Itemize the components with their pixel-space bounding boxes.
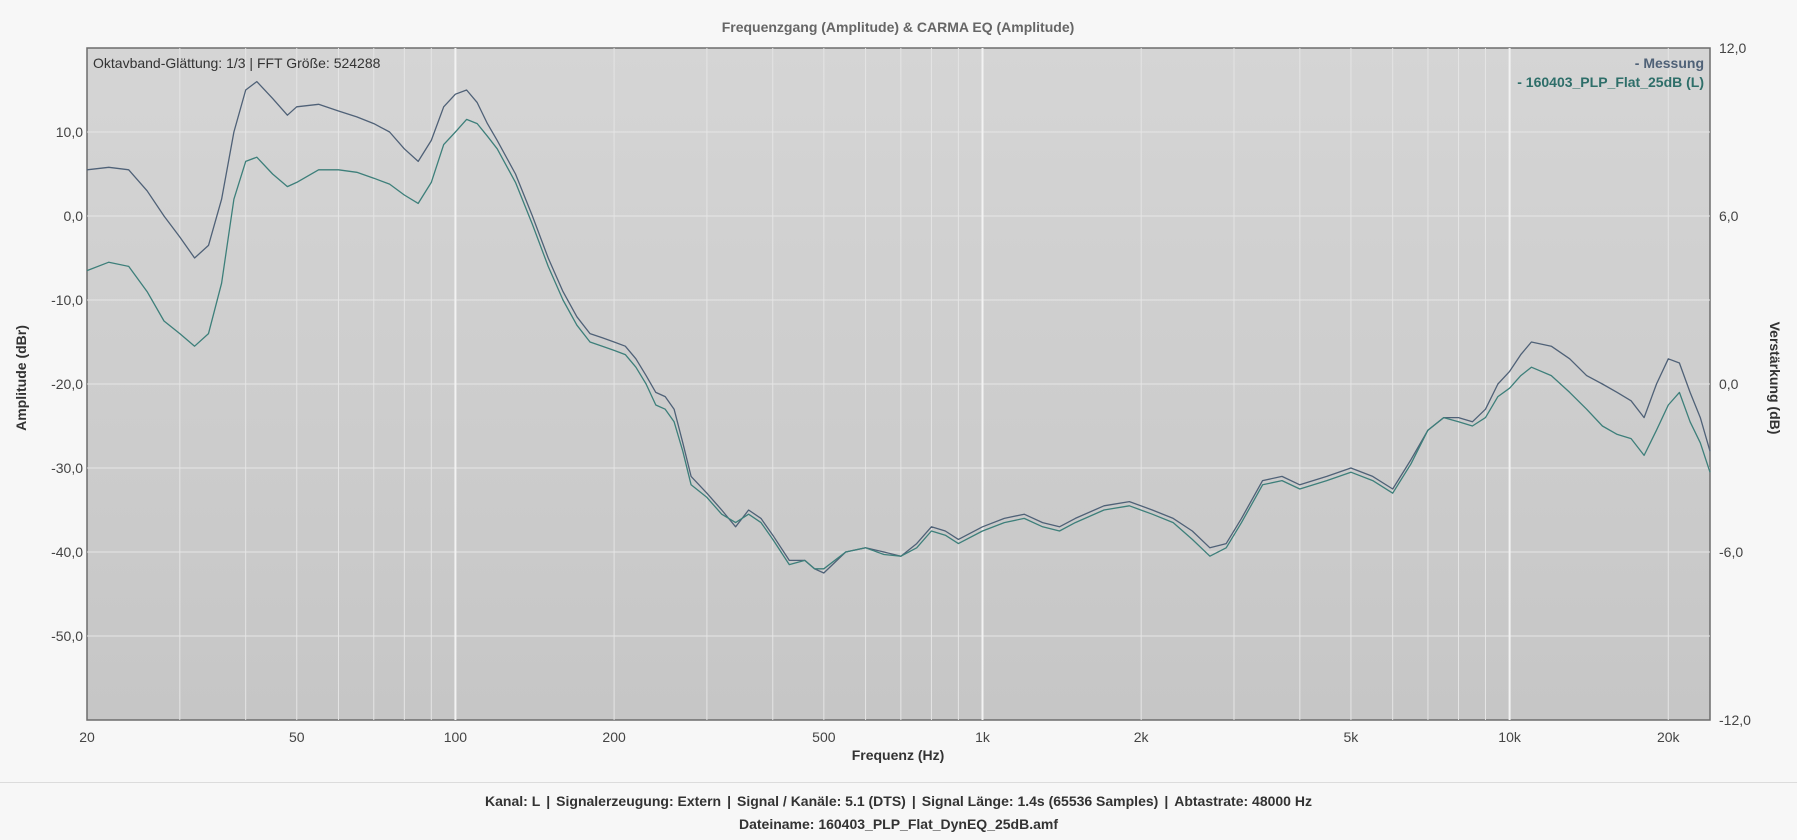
y-tick-label: -40,0 (51, 544, 83, 560)
frequency-response-chart: Frequenzgang (Amplitude) & CARMA EQ (Amp… (13, 19, 1783, 763)
y2-axis-ticks: 12,0 6,0 0,0 -6,0 -12,0 (1719, 40, 1751, 728)
footer-separator: | (1164, 793, 1169, 809)
y2-tick-label: 6,0 (1719, 208, 1739, 224)
y-axis-ticks: 10,0 0,0 -10,0 -20,0 -30,0 -40,0 -50,0 (51, 124, 83, 644)
footer-kanal: Kanal: L (485, 793, 541, 809)
x-tick-label: 200 (602, 729, 626, 745)
legend: - Messung - 160403_PLP_Flat_25dB (L) (1517, 55, 1704, 90)
footer-signal-kanaele: Signal / Kanäle: 5.1 (DTS) (737, 793, 906, 809)
footer-dateiname: Dateiname: 160403_PLP_Flat_DynEQ_25dB.am… (738, 816, 1059, 832)
x-tick-label: 5k (1344, 729, 1360, 745)
footer-abtastrate: Abtastrate: 48000 Hz (1174, 793, 1312, 809)
y2-tick-label: -6,0 (1719, 544, 1743, 560)
y-tick-label: -30,0 (51, 460, 83, 476)
x-tick-label: 500 (812, 729, 836, 745)
x-axis-ticks: 20 50 100 200 500 1k 2k 5k 10k 20k (79, 729, 1680, 745)
footer-line-2: Dateiname: 160403_PLP_Flat_DynEQ_25dB.am… (0, 813, 1797, 836)
x-tick-label: 100 (444, 729, 468, 745)
x-axis-label: Frequenz (Hz) (852, 747, 945, 763)
footer-signalerzeugung: Signalerzeugung: Extern (556, 793, 722, 809)
x-tick-label: 1k (975, 729, 991, 745)
x-tick-label: 20 (79, 729, 95, 745)
x-tick-label: 20k (1657, 729, 1681, 745)
y2-tick-label: -12,0 (1719, 712, 1751, 728)
y-tick-label: -20,0 (51, 376, 83, 392)
footer-info: Kanal: L | Signalerzeugung: Extern | Signal … (0, 790, 1797, 836)
footer-separator: | (911, 793, 916, 809)
y-axis-label: Amplitude (dBr) (13, 325, 29, 431)
y-tick-label: -50,0 (51, 628, 83, 644)
y-tick-label: 10,0 (56, 124, 83, 140)
y-tick-label: -10,0 (51, 292, 83, 308)
series-layer (86, 80, 1711, 574)
y2-tick-label: 12,0 (1719, 40, 1746, 56)
footer-separator: | (546, 793, 551, 809)
y-tick-label: 0,0 (64, 208, 84, 224)
series-line-1 (86, 118, 1711, 570)
footer-signal-laenge: Signal Länge: 1.4s (65536 Samples) (921, 793, 1159, 809)
legend-entry-messung[interactable]: - Messung (1635, 55, 1704, 71)
x-tick-label: 50 (289, 729, 305, 745)
x-tick-label: 10k (1498, 729, 1522, 745)
grid-major (87, 48, 1710, 720)
footer-divider (0, 782, 1797, 783)
info-label: Oktavband-Glättung: 1/3 | FFT Größe: 524… (93, 55, 381, 71)
legend-entry-plp-flat[interactable]: - 160403_PLP_Flat_25dB (L) (1517, 74, 1704, 90)
footer-line-1: Kanal: L | Signalerzeugung: Extern | Signal … (0, 790, 1797, 813)
chart-title: Frequenzgang (Amplitude) & CARMA EQ (Amp… (722, 19, 1075, 35)
x-tick-label: 2k (1134, 729, 1150, 745)
y2-axis-label: Verstärkung (dB) (1767, 322, 1783, 435)
y2-tick-label: 0,0 (1719, 376, 1739, 392)
footer-separator: | (727, 793, 732, 809)
